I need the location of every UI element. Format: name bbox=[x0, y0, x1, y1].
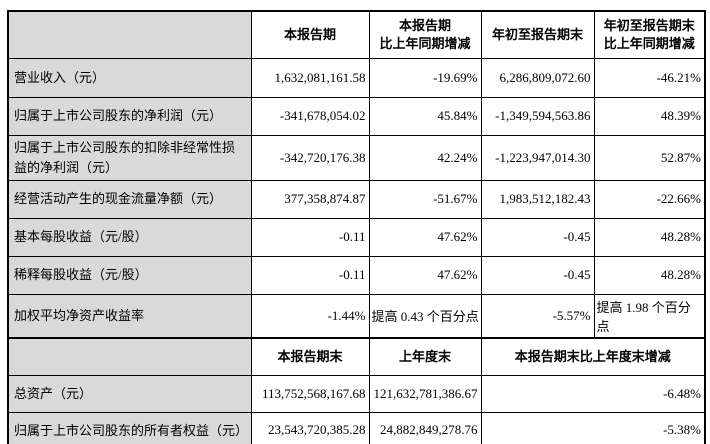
table-row-basic-eps: 基本每股收益（元/股） -0.11 47.62% -0.45 48.28% bbox=[7, 217, 706, 257]
cell-ytd-change: 48.28% bbox=[593, 217, 706, 257]
col-header-current-period-change: 本报告期 比上年同期增减 bbox=[368, 10, 482, 59]
cell-period-end: 23,543,720,385.28 bbox=[250, 412, 370, 444]
cell-ytd-change: -46.21% bbox=[593, 57, 706, 98]
table-row-owners-equity: 归属于上市公司股东的所有者权益（元） 23,543,720,385.28 24,… bbox=[7, 412, 706, 444]
table-row-total-assets: 总资产（元） 113,752,568,167.68 121,632,781,38… bbox=[7, 375, 706, 413]
cell-ytd: 1,983,512,182.43 bbox=[480, 179, 595, 219]
empty-corner-cell bbox=[7, 336, 252, 376]
key-financials-table: 本报告期 本报告期 比上年同期增减 年初至报告期末 年初至报告期末 比上年同期增… bbox=[7, 10, 706, 444]
cell-ytd-change: 48.28% bbox=[593, 255, 706, 295]
cell-period-end: 113,752,568,167.68 bbox=[250, 375, 370, 413]
cell-current: -341,678,054.02 bbox=[250, 96, 370, 136]
row-label: 营业收入（元） bbox=[7, 57, 252, 98]
cell-ytd: -5.57% bbox=[480, 293, 595, 338]
col-header-current-period: 本报告期 bbox=[250, 10, 370, 59]
cell-current-change: -51.67% bbox=[368, 179, 482, 219]
row-label: 归属于上市公司股东的扣除非经常性损益的净利润（元） bbox=[7, 134, 252, 181]
cell-ytd: -0.45 bbox=[480, 255, 595, 295]
row-label: 经营活动产生的现金流量净额（元） bbox=[7, 179, 252, 219]
cell-period-end-change: -5.38% bbox=[480, 412, 706, 444]
cell-prev-year-end: 121,632,781,386.67 bbox=[368, 375, 482, 413]
cell-prev-year-end: 24,882,849,278.76 bbox=[368, 412, 482, 444]
header-line: 比上年同期增减 bbox=[379, 35, 471, 51]
cell-current-change: 提高 0.43 个百分点 bbox=[368, 293, 482, 338]
section1-header-row: 本报告期 本报告期 比上年同期增减 年初至报告期末 年初至报告期末 比上年同期增… bbox=[7, 10, 706, 59]
row-label: 归属于上市公司股东的所有者权益（元） bbox=[7, 412, 252, 444]
cell-ytd: 6,286,809,072.60 bbox=[480, 57, 595, 98]
cell-ytd-change: -22.66% bbox=[593, 179, 706, 219]
col-header-ytd: 年初至报告期末 bbox=[480, 10, 595, 59]
header-line: 本报告期 bbox=[398, 18, 451, 34]
cell-current-change: 42.24% bbox=[368, 134, 482, 181]
empty-corner-cell bbox=[7, 10, 252, 59]
cell-current: -342,720,176.38 bbox=[250, 134, 370, 181]
col-header-ytd-change: 年初至报告期末 比上年同期增减 bbox=[593, 10, 706, 59]
cell-ytd: -1,223,947,014.30 bbox=[480, 134, 595, 181]
col-header-prev-year-end: 上年度末 bbox=[368, 336, 482, 376]
section2-header-row: 本报告期末 上年度末 本报告期末比上年度末增减 bbox=[7, 336, 706, 376]
cell-ytd-change: 提高 1.98 个百分点 bbox=[593, 293, 706, 338]
table-row-weighted-avg-roe: 加权平均净资产收益率 -1.44% 提高 0.43 个百分点 -5.57% 提高… bbox=[7, 293, 706, 338]
table-row-operating-cash-flow: 经营活动产生的现金流量净额（元） 377,358,874.87 -51.67% … bbox=[7, 179, 706, 219]
row-label: 基本每股收益（元/股） bbox=[7, 217, 252, 257]
cell-current-change: 45.84% bbox=[368, 96, 482, 136]
cell-current: -0.11 bbox=[250, 255, 370, 295]
financial-report-page: 本报告期 本报告期 比上年同期增减 年初至报告期末 年初至报告期末 比上年同期增… bbox=[0, 10, 710, 444]
table-row-diluted-eps: 稀释每股收益（元/股） -0.11 47.62% -0.45 48.28% bbox=[7, 255, 706, 295]
row-label: 加权平均净资产收益率 bbox=[7, 293, 252, 338]
cell-ytd: -0.45 bbox=[480, 217, 595, 257]
cell-current-change: 47.62% bbox=[368, 217, 482, 257]
header-line: 比上年同期增减 bbox=[603, 35, 695, 51]
table-row-net-profit: 归属于上市公司股东的净利润（元） -341,678,054.02 45.84% … bbox=[7, 96, 706, 136]
cell-ytd-change: 48.39% bbox=[593, 96, 706, 136]
row-label: 归属于上市公司股东的净利润（元） bbox=[7, 96, 252, 136]
cell-current-change: 47.62% bbox=[368, 255, 482, 295]
table-row-net-profit-excl-nonrecurring: 归属于上市公司股东的扣除非经常性损益的净利润（元） -342,720,176.3… bbox=[7, 134, 706, 181]
cell-current: -1.44% bbox=[250, 293, 370, 338]
row-label: 稀释每股收益（元/股） bbox=[7, 255, 252, 295]
row-label: 总资产（元） bbox=[7, 375, 252, 413]
cell-ytd-change: 52.87% bbox=[593, 134, 706, 181]
cell-current: 1,632,081,161.58 bbox=[250, 57, 370, 98]
cell-period-end-change: -6.48% bbox=[480, 375, 706, 413]
cell-current-change: -19.69% bbox=[368, 57, 482, 98]
cell-current: -0.11 bbox=[250, 217, 370, 257]
header-line: 年初至报告期末 bbox=[603, 18, 695, 34]
col-header-period-end-change: 本报告期末比上年度末增减 bbox=[480, 336, 706, 376]
cell-ytd: -1,349,594,563.86 bbox=[480, 96, 595, 136]
col-header-period-end: 本报告期末 bbox=[250, 336, 370, 376]
table-row-operating-revenue: 营业收入（元） 1,632,081,161.58 -19.69% 6,286,8… bbox=[7, 57, 706, 98]
cell-current: 377,358,874.87 bbox=[250, 179, 370, 219]
